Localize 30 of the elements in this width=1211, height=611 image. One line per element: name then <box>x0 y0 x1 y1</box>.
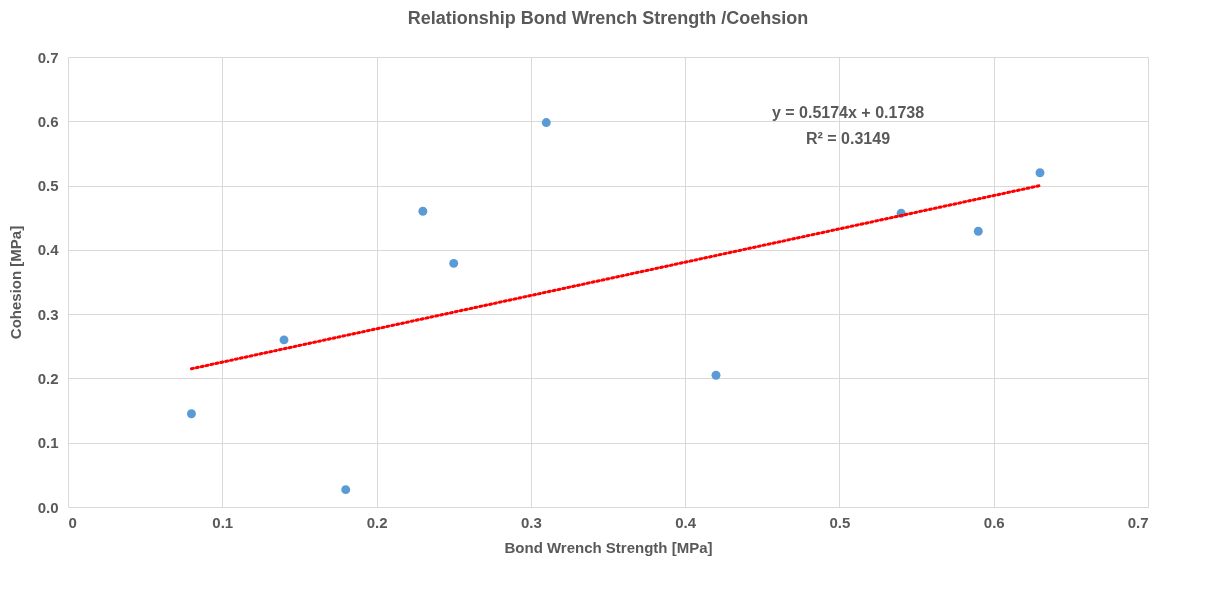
x-tick-label: 0.1 <box>212 513 234 531</box>
y-tick-label: 0.4 <box>37 241 60 259</box>
y-tick-label: 0.7 <box>37 48 59 66</box>
x-tick-label: 0.5 <box>829 513 851 531</box>
point <box>1035 168 1045 178</box>
x-axis-title: Bond Wrench Strength [MPa] <box>504 538 713 556</box>
annotation: y = 0.5174x + 0.1738 <box>771 104 925 121</box>
x-tick-label: 0.7 <box>1127 513 1149 531</box>
point <box>711 370 721 380</box>
y-tick-label: 0.3 <box>37 305 59 323</box>
chart-title: Relationship Bond Wrench Strength /Coehsion <box>407 8 809 28</box>
y-axis-title: Cohesion [MPa] <box>6 225 24 340</box>
point <box>341 485 351 495</box>
point <box>418 206 428 216</box>
y-tick-label: 0.0 <box>37 498 59 516</box>
x-tick-label: 0.4 <box>675 513 697 531</box>
y-tick-label: 0.6 <box>37 112 59 130</box>
x-tick-label: 0.3 <box>520 513 542 531</box>
point <box>541 118 551 128</box>
x-tick-label: 0.6 <box>983 513 1005 531</box>
y-tick-label: 0.5 <box>37 177 59 195</box>
x-tick-label: 0 <box>68 513 77 531</box>
y-tick-label: 0.1 <box>37 434 59 452</box>
point <box>973 226 983 236</box>
point <box>186 409 196 419</box>
y-tick-label: 0.2 <box>37 369 59 387</box>
annotation: R² = 0.3149 <box>805 130 891 147</box>
point <box>279 335 289 345</box>
x-tick-label: 0.2 <box>366 513 388 531</box>
point <box>449 258 459 268</box>
